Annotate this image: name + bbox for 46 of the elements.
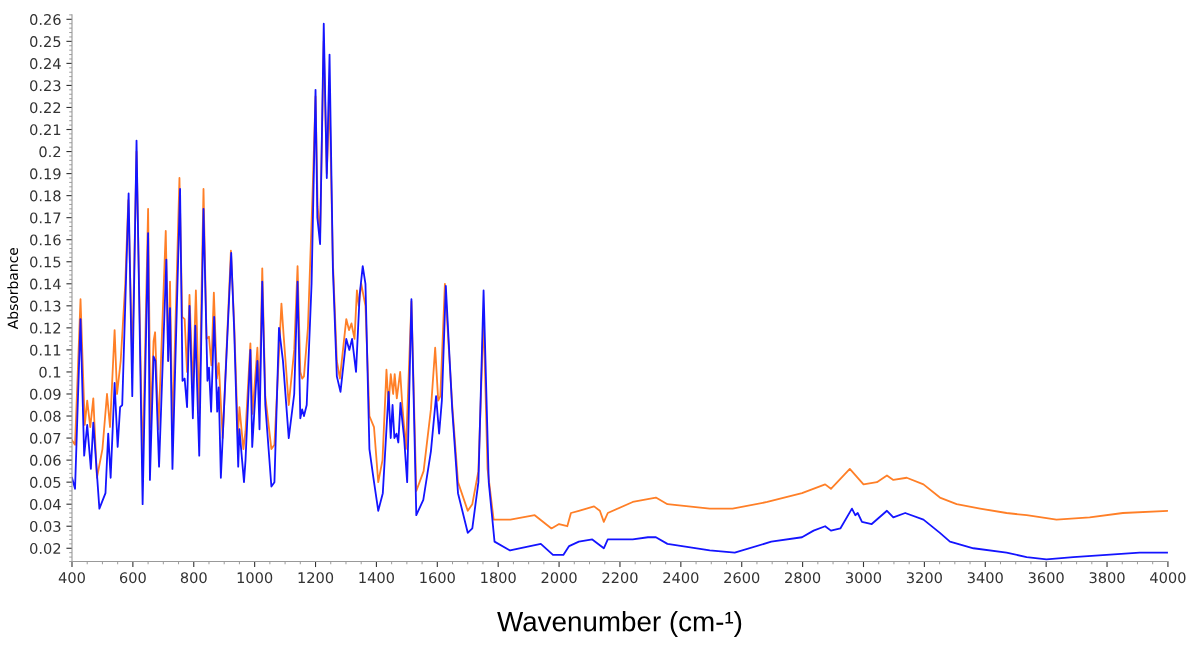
x-tick-label: 3200 [906, 572, 942, 584]
x-tick-label: 1400 [359, 572, 395, 584]
y-tick-label: 0.04 [30, 498, 61, 510]
y-tick-label: 0.11 [30, 344, 61, 356]
y-tick-label: 0.13 [30, 300, 61, 312]
y-tick-label: 0.2 [39, 146, 61, 158]
x-tick-label: 2800 [785, 572, 821, 584]
x-tick-label: 1800 [481, 572, 516, 584]
x-tick-label: 3600 [1028, 572, 1064, 584]
y-tick-label: 0.02 [30, 542, 61, 555]
x-tick-label: 1600 [420, 572, 455, 584]
y-tick-label: 0.21 [30, 124, 61, 136]
x-tick-label: 2000 [541, 572, 577, 584]
x-tick-label: 400 [58, 572, 85, 584]
x-tick-label: 600 [119, 572, 146, 584]
y-tick-label: 0.16 [30, 234, 61, 246]
y-tick-label: 0.14 [30, 278, 61, 290]
y-tick-label: 0.19 [30, 168, 61, 180]
y-tick-label: 0.24 [30, 58, 61, 70]
x-tick-label: 4000 [1150, 572, 1186, 584]
y-tick-label: 0.22 [30, 102, 61, 114]
x-tick-label: 800 [180, 572, 207, 584]
x-tick-label: 2400 [663, 572, 699, 584]
y-tick-label: 0.06 [30, 454, 61, 466]
y-tick-label: 0.26 [30, 14, 61, 26]
y-tick-label: 0.12 [30, 322, 61, 334]
y-tick-label: 0.07 [30, 432, 61, 444]
x-axis-title: Wavenumber (cm-¹) [497, 611, 742, 637]
y-tick-label: 0.08 [30, 410, 61, 422]
y-tick-label: 0.25 [30, 36, 61, 48]
y-tick-label: 0.15 [30, 256, 61, 268]
x-tick-label: 2200 [602, 572, 638, 584]
y-tick-label: 0.05 [30, 476, 61, 488]
y-tick-label: 0.09 [30, 388, 61, 400]
x-tick-label: 3000 [846, 572, 882, 584]
y-tick-label: 0.03 [30, 520, 61, 532]
x-tick-label: 3800 [1089, 572, 1125, 584]
y-tick-label: 0.17 [30, 212, 61, 224]
x-tick-label: 1200 [298, 572, 334, 584]
y-tick-label: 0.23 [30, 80, 61, 92]
x-tick-label: 2600 [724, 572, 760, 584]
x-tick-label: 3400 [967, 572, 1003, 584]
x-tick-label: 1000 [237, 572, 273, 584]
y-tick-label: 0.1 [39, 366, 61, 378]
y-axis-title: Absorbance [7, 247, 19, 330]
y-tick-label: 0.18 [30, 190, 61, 202]
